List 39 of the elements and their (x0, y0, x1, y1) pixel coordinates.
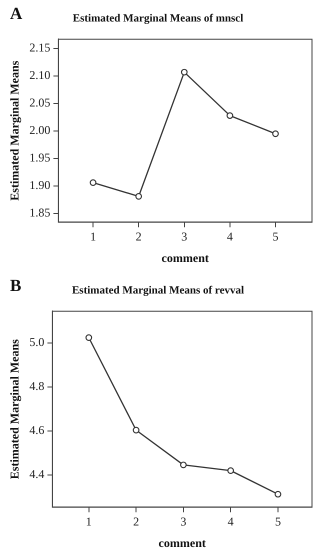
chart-title: Estimated Marginal Means of mnscl (72, 12, 244, 24)
point (272, 130, 279, 138)
text: A (10, 4, 23, 23)
x-tick-label: 4 (226, 230, 233, 244)
y-tick-label: 4.6 (29, 423, 44, 438)
point (227, 467, 234, 474)
text: B (10, 276, 22, 295)
y-tick-label: 1.95 (29, 150, 50, 165)
point (274, 490, 282, 498)
y-tick-label: 1.90 (29, 178, 50, 192)
y-axis-title: Estimated Marginal Means (7, 338, 22, 480)
point (226, 112, 234, 119)
point (135, 193, 142, 200)
y-tick-label: 2.05 (29, 96, 50, 110)
x-tick-label: 3 (180, 514, 186, 529)
x-tick-label: 2 (133, 514, 140, 529)
chart-title: Estimated Marginal Means of revval (72, 284, 244, 296)
y-axis-title: Estimated Marginal Means (7, 60, 22, 201)
y-tick-label: 4.4 (29, 467, 44, 482)
y-tick-label: 2.00 (29, 123, 50, 138)
x-tick-label: 5 (272, 230, 279, 244)
y-tick-label: 5.0 (29, 335, 44, 350)
y-tick-label: 1.85 (29, 206, 50, 220)
x-tick-label: 2 (136, 230, 142, 244)
x-tick-label: 1 (90, 230, 96, 244)
point (85, 334, 92, 341)
x-tick-label: 5 (274, 514, 281, 529)
y-tick-label: 4.8 (29, 379, 44, 394)
x-tick-label: 1 (86, 514, 92, 529)
x-axis-title: comment (158, 536, 206, 550)
y-tick-label: 2.15 (29, 40, 50, 55)
x-tick-label: 4 (228, 514, 234, 529)
point (90, 179, 96, 186)
point (180, 462, 187, 468)
x-axis-title: comment (162, 250, 209, 265)
point (132, 426, 140, 434)
y-tick-label: 2.10 (29, 68, 50, 82)
x-tick-label: 3 (181, 230, 188, 244)
point (180, 68, 188, 76)
